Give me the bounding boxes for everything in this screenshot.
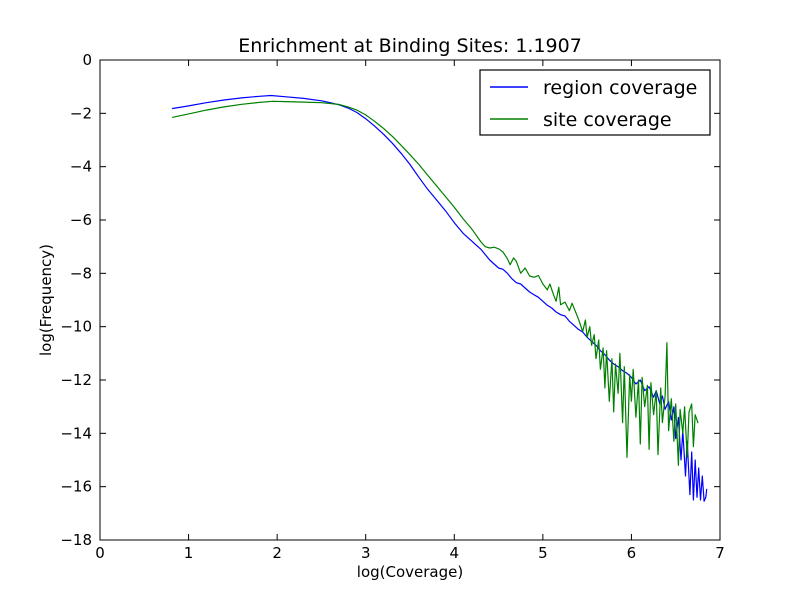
x-tick-label: 2 <box>272 544 282 562</box>
legend-box <box>479 69 711 136</box>
y-tick-label: 0 <box>82 51 92 69</box>
x-tick-label: 4 <box>450 544 460 562</box>
y-tick-label: −6 <box>70 211 92 229</box>
x-tick-label: 0 <box>95 544 105 562</box>
y-axis-label: log(Frequency) <box>37 244 55 356</box>
legend-label-region-coverage: region coverage <box>543 77 697 99</box>
axes-border <box>99 59 721 541</box>
y-tick-label: −10 <box>60 318 92 336</box>
y-tick-label: −18 <box>60 531 92 549</box>
x-tick-label: 6 <box>627 544 637 562</box>
y-tick-label: −16 <box>60 478 92 496</box>
chart-title: Enrichment at Binding Sites: 1.1907 <box>238 35 582 57</box>
plot-area <box>100 60 720 540</box>
y-tick-label: −2 <box>70 104 92 122</box>
y-tick-label: −12 <box>60 371 92 389</box>
y-tick-label: −8 <box>70 264 92 282</box>
y-tick-label: −4 <box>70 158 92 176</box>
series-line-site-coverage <box>172 100 699 466</box>
x-tick-label: 7 <box>715 544 725 562</box>
x-tick-label: 1 <box>184 544 194 562</box>
legend: region coverage site coverage <box>479 69 711 136</box>
x-axis-label: log(Coverage) <box>357 563 463 581</box>
series-line-region-coverage <box>172 94 708 502</box>
x-tick-label: 3 <box>361 544 371 562</box>
axis-ticks: 0 1 2 3 4 5 6 7 0 −2 −4 −6 −8 −10 −12 −14 −16 −18 <box>60 51 724 562</box>
y-tick-label: −14 <box>60 424 92 442</box>
x-tick-label: 5 <box>538 544 548 562</box>
series-lines <box>172 94 708 502</box>
legend-label-site-coverage: site coverage <box>543 109 672 131</box>
